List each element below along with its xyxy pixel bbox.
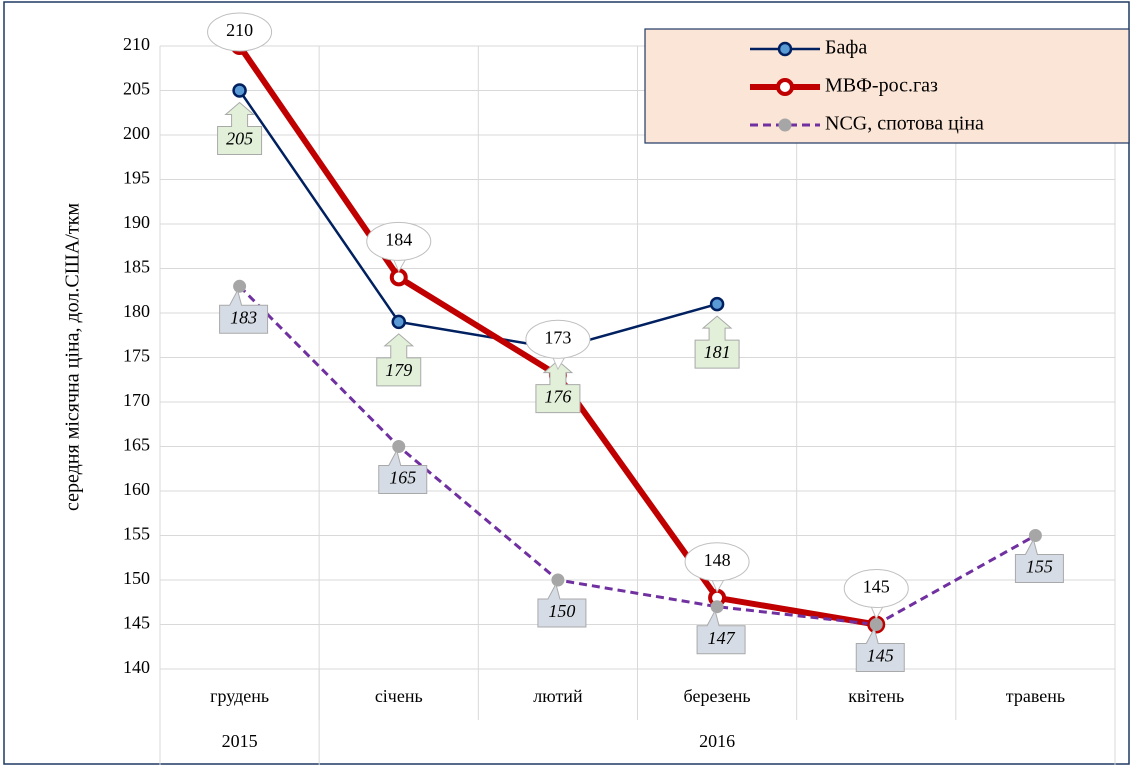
point [391,314,406,330]
series-line [238,285,1037,626]
label-callout [376,333,422,387]
data-label: 155 [1026,557,1053,577]
label-callout [684,542,750,582]
point [1028,529,1042,542]
data-label: 150 [548,601,575,621]
legend-label: МВФ-рос.газ [825,75,938,97]
y-tick-label: 200 [123,123,150,143]
y-tick-label: 155 [123,524,150,544]
data-label: 147 [708,628,736,648]
x-tick-label: травень [1006,686,1065,706]
x-tick-label: квітень [848,686,904,706]
label-callout [1014,538,1064,583]
x-tick-label: січень [375,686,423,706]
label-callout [217,101,263,155]
point [233,279,247,293]
y-tick-label: 165 [123,435,150,455]
data-label: 148 [704,550,731,570]
y-tick-label: 160 [123,479,150,499]
data-label: 205 [226,129,253,149]
data-label: 145 [867,646,894,666]
data-label: 210 [226,20,253,40]
data-label: 145 [863,577,890,597]
point [551,573,565,587]
label-callout [378,449,428,494]
series-line [238,89,718,350]
label-callout [535,359,581,414]
y-tick-label: 175 [123,346,150,366]
label-callout [696,609,746,655]
point [710,600,724,614]
data-label: 184 [385,230,412,250]
point [389,268,408,287]
label-callout [855,627,905,672]
label-callout [219,288,269,334]
data-label: 181 [704,342,731,362]
data-label: 183 [230,307,257,327]
point [869,618,883,631]
legend-label: Бафа [825,37,867,59]
y-tick-label: 190 [123,212,150,232]
x-group-label: 2015 [222,731,258,751]
y-tick-label: 140 [123,657,150,677]
label-callout [537,582,587,628]
point [392,440,406,453]
point [709,296,725,312]
y-tick-label: 210 [123,34,150,54]
y-axis-label: середня місячна ціна, дол.США/ткм [62,203,84,511]
legend-label: NCG, спотова ціна [825,113,984,135]
legend-marker [776,78,794,96]
label-callout [207,12,273,52]
label-callout [366,221,432,261]
data-label: 176 [544,387,571,407]
data-label: 179 [385,360,412,380]
data-label: 165 [389,468,416,488]
label-callout [843,569,909,608]
y-tick-label: 150 [123,568,150,588]
point [232,83,247,98]
y-tick-label: 205 [123,79,150,99]
legend-marker [777,41,793,57]
y-tick-label: 145 [123,613,150,633]
x-group-label: 2016 [699,731,735,751]
x-tick-label: грудень [210,686,269,706]
y-tick-label: 170 [123,390,150,410]
label-callout [694,315,740,369]
data-label: 173 [544,327,571,347]
legend-box [644,28,1130,144]
x-tick-label: березень [684,686,751,706]
y-tick-label: 195 [123,168,150,188]
legend-marker [778,118,792,132]
y-tick-label: 180 [123,301,150,321]
x-tick-label: лютий [533,686,583,706]
y-tick-label: 185 [123,257,150,277]
label-callout [525,319,591,359]
